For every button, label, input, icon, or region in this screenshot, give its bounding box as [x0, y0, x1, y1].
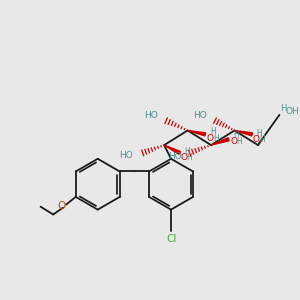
- Text: HO: HO: [168, 152, 182, 161]
- Text: HO: HO: [119, 152, 133, 160]
- Polygon shape: [235, 130, 253, 136]
- Text: H: H: [210, 127, 216, 136]
- Text: O: O: [57, 201, 65, 211]
- Text: H: H: [234, 130, 239, 139]
- Text: OH: OH: [285, 107, 299, 116]
- Polygon shape: [188, 130, 206, 136]
- Text: HO: HO: [145, 111, 158, 120]
- Text: H: H: [236, 137, 242, 146]
- Polygon shape: [211, 138, 229, 145]
- Text: H: H: [213, 134, 219, 143]
- Text: O: O: [207, 134, 214, 143]
- Text: H: H: [184, 148, 190, 157]
- Text: H: H: [256, 129, 262, 138]
- Text: H: H: [187, 153, 193, 162]
- Text: H: H: [280, 104, 286, 113]
- Text: HO: HO: [194, 111, 207, 120]
- Text: H: H: [259, 135, 265, 144]
- Text: Cl: Cl: [167, 234, 177, 244]
- Text: O: O: [253, 135, 260, 144]
- Polygon shape: [164, 145, 181, 154]
- Text: O: O: [180, 153, 187, 162]
- Text: O: O: [230, 137, 237, 146]
